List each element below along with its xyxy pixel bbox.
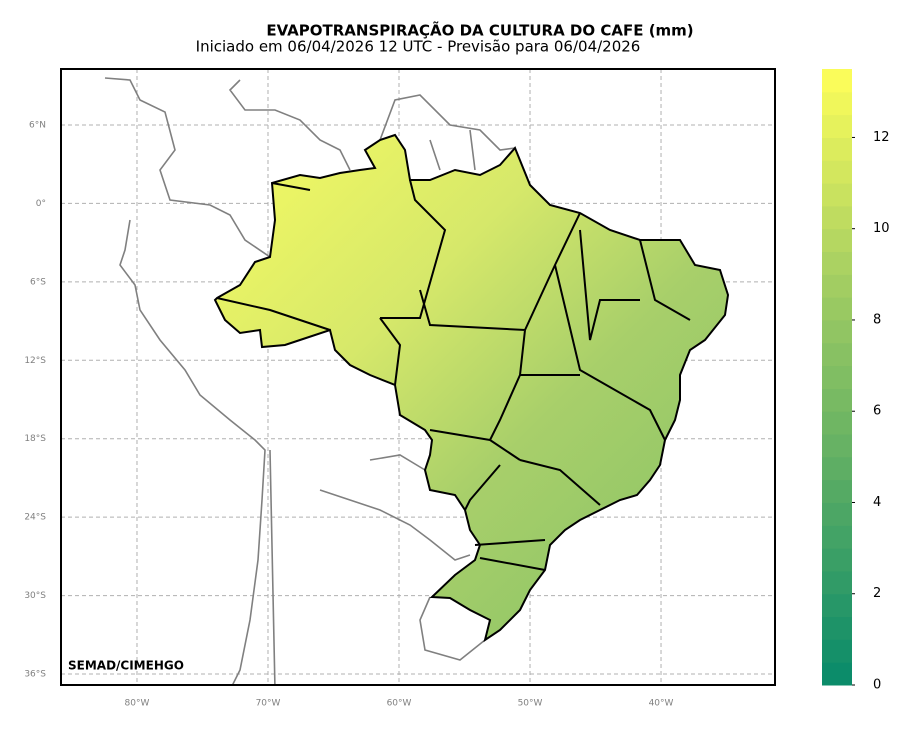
colorbar-band <box>822 593 852 618</box>
title: EVAPOTRANSPIRAÇÃO DA CULTURA DO CAFE (mm… <box>266 21 693 40</box>
colorbar-band <box>822 319 852 344</box>
lon-tick-label: 50°W <box>518 699 543 709</box>
colorbar-band <box>822 160 852 184</box>
state-borders <box>216 179 691 571</box>
colorbar-band <box>822 342 852 367</box>
lat-tick-label: 18°S <box>24 434 46 444</box>
colorbar-band <box>822 274 852 298</box>
colorbar-band <box>822 411 852 435</box>
colorbar-tick-label: 8 <box>873 312 881 327</box>
colorbar-band <box>822 479 852 503</box>
colorbar-tick-label: 6 <box>873 404 881 419</box>
colorbar-tick-label: 10 <box>873 221 890 236</box>
colorbar-band <box>822 297 852 321</box>
lat-tick-label: 30°S <box>24 591 46 601</box>
colorbar-band <box>822 365 852 389</box>
colorbar-band <box>822 114 852 138</box>
south-america-outline <box>104 77 516 685</box>
colorbar-band <box>822 639 852 663</box>
colorbar-tick-label: 2 <box>873 586 881 601</box>
lon-tick-label: 80°W <box>125 699 150 709</box>
lat-tick-label: 6°N <box>29 120 46 130</box>
lat-tick-label: 24°S <box>24 513 46 523</box>
lat-tick-label: 6°S <box>30 277 46 287</box>
lat-tick-label: 0° <box>36 199 46 209</box>
colorbar-band <box>822 228 852 253</box>
lon-tick-label: 60°W <box>387 699 412 709</box>
colorbar-tick-label: 4 <box>873 495 881 510</box>
colorbar-band <box>822 456 852 481</box>
colorbar-band <box>822 251 852 275</box>
colorbar-band <box>822 548 852 572</box>
colorbar-band <box>822 616 852 640</box>
credit: SEMAD/CIMEHGO <box>68 659 184 673</box>
colorbar-band <box>822 388 852 412</box>
colorbar-band <box>822 434 852 458</box>
colorbar-tick-label: 12 <box>873 130 890 145</box>
map <box>104 77 730 685</box>
lon-tick-label: 70°W <box>256 699 281 709</box>
brazil <box>213 133 730 643</box>
colorbar: 0 2 4 6 8 10 12 <box>822 69 890 693</box>
colorbar-band <box>822 525 852 549</box>
colorbar-band <box>822 91 852 116</box>
colorbar-band <box>822 205 852 230</box>
colorbar-tick-label: 0 <box>873 678 881 693</box>
colorbar-band <box>822 183 852 207</box>
colorbar-band <box>822 69 852 93</box>
colorbar-band <box>822 502 852 526</box>
lat-tick-label: 36°S <box>24 670 46 680</box>
colorbar-band <box>822 137 852 161</box>
colorbar-band <box>822 570 852 595</box>
subtitle: Iniciado em 06/04/2026 12 UTC - Previsão… <box>196 38 641 56</box>
colorbar-band <box>822 662 852 686</box>
lat-tick-label: 12°S <box>24 356 46 366</box>
map-frame <box>60 68 776 686</box>
lon-tick-label: 40°W <box>649 699 674 709</box>
